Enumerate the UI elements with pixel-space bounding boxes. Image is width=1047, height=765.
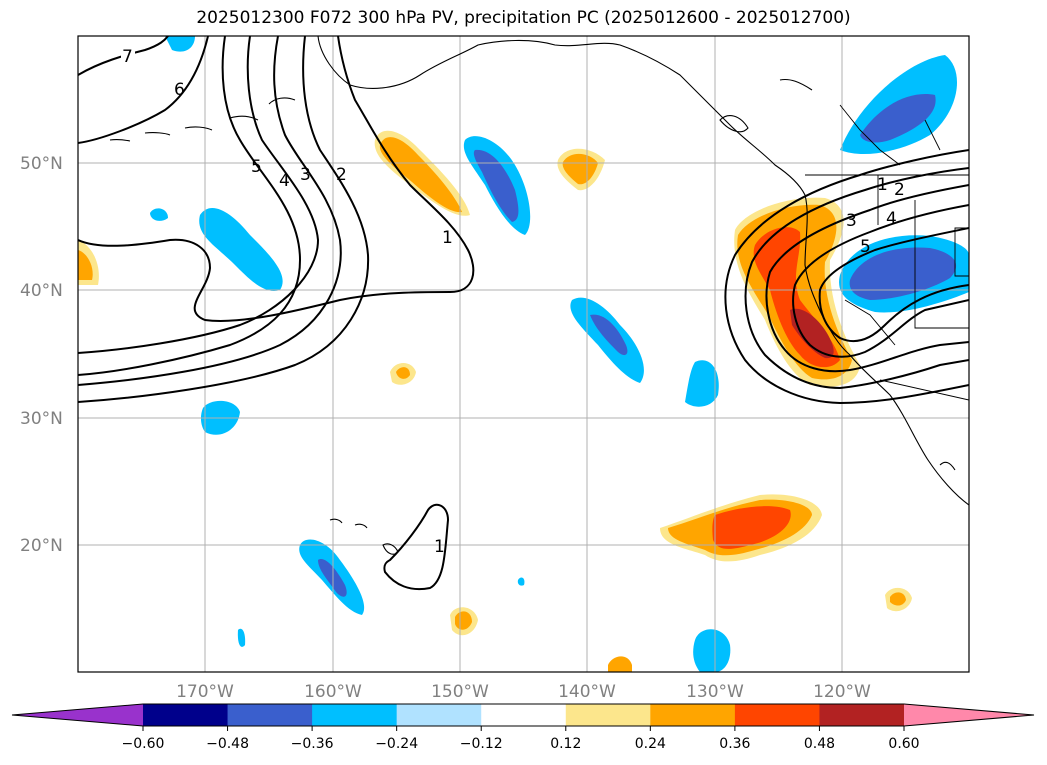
map-frame <box>77 35 970 673</box>
pv-contour-5 <box>78 36 302 376</box>
lat-label-40n: 40°N <box>20 281 63 301</box>
lon-label-120w: 120°W <box>813 682 871 702</box>
colorbar-tick-label: 0.48 <box>804 736 835 752</box>
baja-coastline <box>939 461 956 471</box>
precip-positive-core <box>455 611 472 630</box>
pv-contour-2 <box>744 167 969 390</box>
precip-positive-core <box>379 137 462 213</box>
colorbar-swatch <box>481 704 567 726</box>
colorbar-swatch <box>312 704 398 726</box>
lon-label-150w: 150°W <box>431 682 489 702</box>
colorbar-swatch <box>565 704 651 726</box>
pv-contour-4 <box>792 204 969 358</box>
map-title: 2025012300 F072 300 hPa PV, precipitatio… <box>196 8 851 28</box>
precip-negative-area <box>237 628 246 647</box>
contour-label-1: 1 <box>434 537 445 557</box>
longitude-labels: 170°W 160°W 150°W 140°W 130°W 120°W <box>176 682 871 702</box>
precip-negative-core <box>860 94 936 143</box>
colorbar-tick-label: 0.12 <box>550 736 581 752</box>
colorbar-tick-label: −0.48 <box>206 736 249 752</box>
pv-contour-2 <box>78 36 370 403</box>
pv-contour-4 <box>78 36 320 354</box>
colorbar-tick-label: 0.24 <box>635 736 666 752</box>
lon-label-170w: 170°W <box>176 682 234 702</box>
precip-negative-area <box>517 577 525 586</box>
colorbar-tick-label: −0.12 <box>460 736 503 752</box>
contour-label-4: 4 <box>279 171 290 191</box>
pv-contour-layer <box>78 36 969 591</box>
precip-positive-core <box>396 367 410 379</box>
pv-contour-3 <box>78 36 342 386</box>
pv-contour-3 <box>765 184 969 373</box>
precip-positive-core <box>890 592 906 606</box>
colorbar-tick-label: −0.60 <box>122 736 165 752</box>
precip-negative-core <box>590 314 628 356</box>
graticule <box>78 36 969 672</box>
pv-contour-1 <box>383 503 450 591</box>
precip-negative-core <box>473 149 519 222</box>
contour-label-1: 1 <box>442 228 453 248</box>
colorbar-extend-max <box>904 704 1034 726</box>
contour-label-3: 3 <box>300 165 311 185</box>
colorbar-tick-label: −0.36 <box>291 736 334 752</box>
precip-positive-area <box>608 656 632 672</box>
lat-label-30n: 30°N <box>20 409 63 429</box>
pv-contour-7 <box>78 36 169 76</box>
lon-label-160w: 160°W <box>304 682 362 702</box>
colorbar-tick-label: 0.36 <box>719 736 750 752</box>
precip-negative-area <box>165 36 195 52</box>
precip-negative-area <box>199 207 283 291</box>
lat-label-50n: 50°N <box>20 154 63 174</box>
precip-negative-core <box>318 559 347 597</box>
contour-label-6: 6 <box>174 80 185 100</box>
island-coastline <box>719 115 749 133</box>
pv-contour-6 <box>78 36 209 144</box>
aleutian-islands-coastline <box>109 97 296 142</box>
contour-label-5: 5 <box>860 237 871 257</box>
precip-positive-core <box>790 308 834 359</box>
pv-contour-1 <box>78 36 475 322</box>
province-borders <box>839 104 941 166</box>
precip-negative-area <box>693 629 731 672</box>
colorbar-tick-label: −0.24 <box>375 736 418 752</box>
contour-label-2: 2 <box>894 180 905 200</box>
contour-label-3: 3 <box>846 211 857 231</box>
colorbar-swatch <box>143 704 229 726</box>
contour-label-bg <box>121 46 135 64</box>
precip-positive-core <box>78 250 93 280</box>
pv-contour-1 <box>724 149 969 405</box>
contour-label-5: 5 <box>251 157 262 177</box>
colorbar-swatch <box>734 704 820 726</box>
map-panel: 7 6 5 4 3 2 1 1 1 2 3 4 5 <box>77 35 970 673</box>
latitude-labels: 50°N 40°N 30°N 20°N <box>20 154 63 556</box>
precip-negative-area <box>150 208 168 221</box>
contour-label-2: 2 <box>336 165 347 185</box>
lat-label-20n: 20°N <box>20 536 63 556</box>
pv-contour-5 <box>818 227 969 343</box>
colorbar: −0.60 −0.48 −0.36 −0.24 −0.12 0.12 0.24 0.36 0.4… <box>11 703 1035 752</box>
colorbar-swatch <box>227 704 313 726</box>
colorbar-extend-min <box>12 704 143 726</box>
contour-label-1: 1 <box>877 175 888 195</box>
precip-positive-core <box>562 153 598 185</box>
colorbar-swatch <box>650 704 736 726</box>
precip-negative-core <box>849 247 957 300</box>
island-coastline <box>779 78 813 91</box>
colorbar-tick-label: 0.60 <box>888 736 919 752</box>
precip-positive-core <box>712 506 791 549</box>
colorbar-swatch <box>396 704 482 726</box>
lon-label-140w: 140°W <box>558 682 616 702</box>
contour-label-4: 4 <box>886 209 897 229</box>
precip-negative-area <box>685 360 719 407</box>
colorbar-swatch <box>819 704 905 726</box>
north-america-coastline <box>317 36 969 506</box>
contour-label-7: 7 <box>122 47 133 67</box>
lon-label-130w: 130°W <box>686 682 744 702</box>
pv-contour-labels: 7 6 5 4 3 2 1 1 1 2 3 4 5 <box>121 46 905 557</box>
state-borders <box>844 299 969 401</box>
